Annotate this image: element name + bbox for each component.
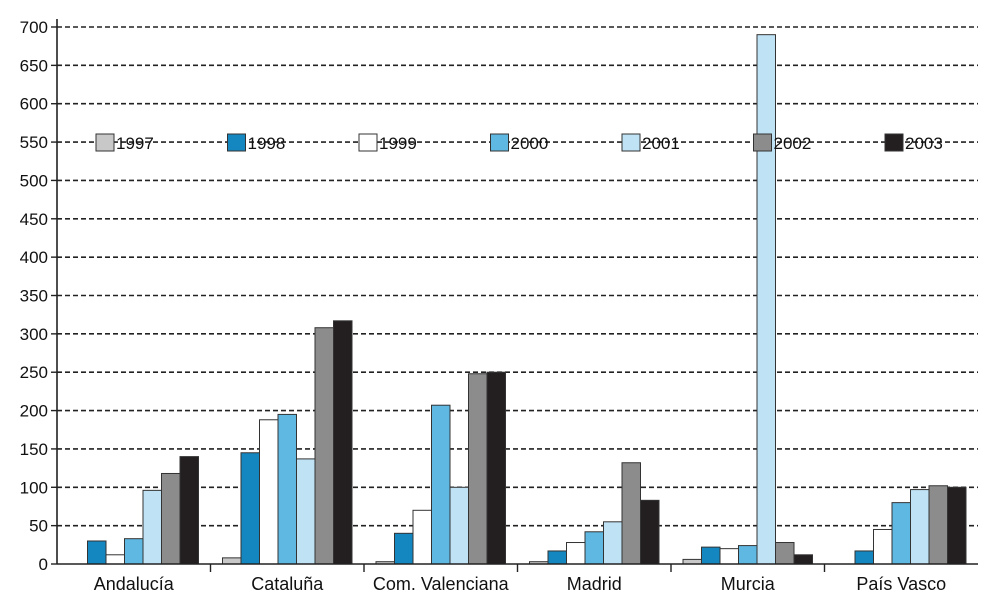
bar-2001 [756,34,776,565]
bar-2001 [449,486,469,565]
legend-swatch-2003 [884,133,904,152]
y-tick-label: 100 [20,478,48,497]
y-tick-label: 700 [20,18,48,37]
bar-1998 [394,532,414,565]
y-axis: 0 50 100 150 200 250 300 350 400 450 500 550 600 650 7… [20,18,58,574]
bar-2000 [584,531,604,565]
bar-2000 [738,545,758,565]
bar-2000 [277,413,297,565]
bars [87,34,967,565]
y-tick-label: 500 [20,171,48,190]
legend-label: 2003 [905,134,943,153]
legend-swatch-1997 [95,133,115,152]
category-label: Com. Valenciana [373,574,510,594]
bar-1998 [547,550,567,565]
bar-1998 [240,452,260,565]
bar-1997 [222,557,242,565]
legend-label: 2001 [642,134,680,153]
y-tick-label: 400 [20,248,48,267]
bar-2001 [603,521,623,565]
bar-2000 [431,404,451,565]
y-tick-label: 550 [20,133,48,152]
bar-2001 [296,458,316,565]
bar-1999 [259,419,279,565]
y-tick-label: 450 [20,210,48,229]
bar-2003 [640,499,660,565]
bar-2001 [142,489,162,565]
legend-swatch-1999 [358,133,378,152]
bar-2000 [891,502,911,565]
legend-swatch-2002 [753,133,772,152]
y-tick-label: 350 [20,287,48,306]
bar-2002 [621,462,641,565]
bar-2002 [928,485,948,565]
bar-2003 [486,371,506,565]
bar-2000 [124,538,144,565]
bar-1999 [873,528,893,565]
grid-lines [57,26,978,527]
y-tick-label: 0 [39,555,48,574]
bar-1999 [412,509,432,565]
legend-label: 1997 [116,134,154,153]
bar-2002 [161,472,181,565]
bar-1998 [87,540,107,565]
category-label: Madrid [567,574,622,594]
bar-2002 [314,327,334,565]
y-tick-label: 200 [20,402,48,421]
bar-1999 [105,554,125,565]
y-tick-label: 50 [29,517,48,536]
category-label: Cataluña [251,574,324,594]
category-label: País Vasco [856,574,946,594]
legend-swatch-2000 [490,133,509,152]
y-tick-label: 650 [20,56,48,75]
y-tick-label: 150 [20,440,48,459]
legend-swatch-1998 [227,133,246,152]
bar-2002 [468,373,488,565]
y-tick-label: 600 [20,95,48,114]
bar-1998 [854,550,874,565]
legend: 1997 1998 1999 2000 2001 2002 2003 [95,133,943,153]
legend-label: 1998 [248,134,286,153]
legend-label: 1999 [379,134,417,153]
bar-1998 [701,546,721,565]
y-tick-label: 250 [20,363,48,382]
bar-2002 [775,542,795,565]
x-axis: Andalucía Cataluña Com. Valenciana Madrid Mu… [57,563,978,594]
bar-2003 [793,554,813,565]
bar-2003 [333,320,353,565]
bar-2003 [947,486,967,565]
legend-label: 2002 [774,134,812,153]
bar-2001 [910,489,930,565]
category-label: Andalucía [94,574,175,594]
bar-1999 [566,542,586,565]
y-tick-label: 300 [20,325,48,344]
legend-swatch-2001 [621,133,641,152]
category-label: Murcia [721,574,776,594]
legend-label: 2000 [511,134,549,153]
bar-2003 [179,456,199,565]
bar-1999 [719,548,739,565]
